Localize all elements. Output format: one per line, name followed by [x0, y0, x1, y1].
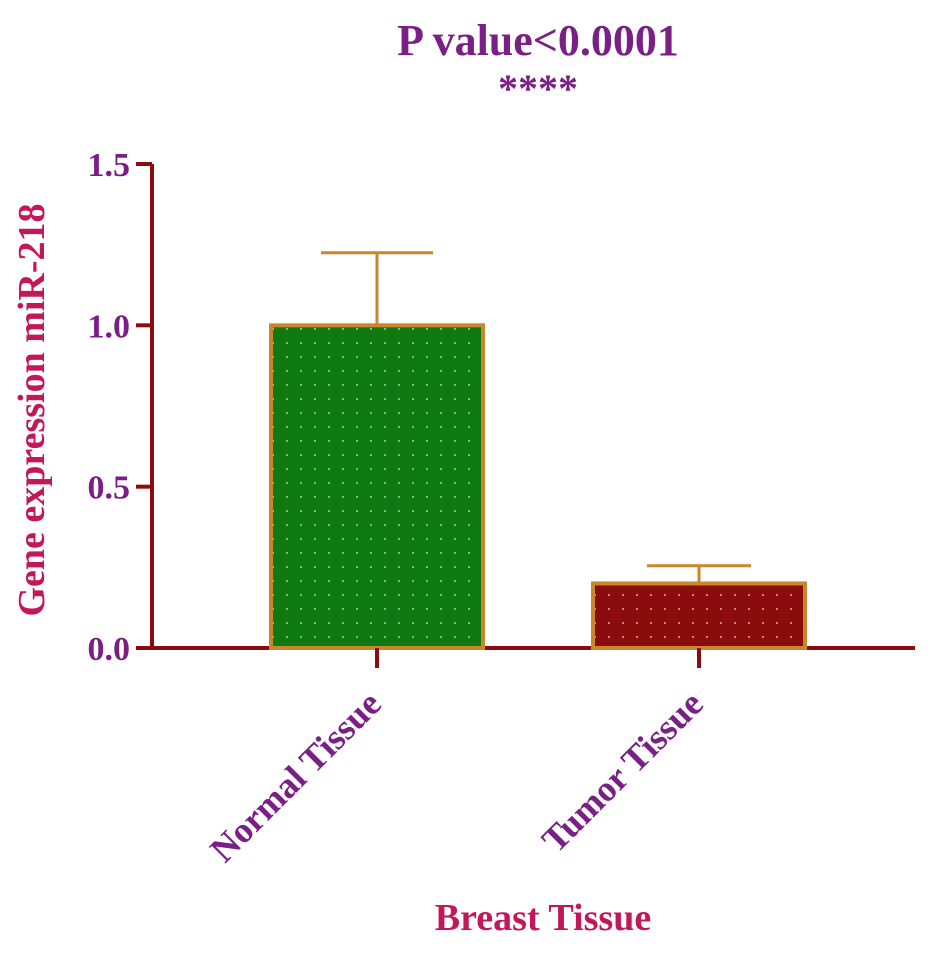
plot-area: 0.0 0.5 1.0 1.5 Normal Tissue Tumor Tissue — [88, 147, 915, 870]
significance-marker: **** — [498, 66, 578, 111]
x-tick-label: Normal Tissue — [202, 683, 388, 869]
y-tick-label: 1.5 — [88, 147, 131, 184]
bar — [269, 323, 485, 650]
chart-title: P value<0.0001 — [397, 16, 679, 65]
x-axis-label: Breast Tissue — [435, 897, 651, 939]
bar — [591, 581, 807, 651]
y-tick-label: 1.0 — [88, 308, 131, 345]
y-axis-label: Gene expression miR-218 — [11, 203, 53, 616]
y-tick-label: 0.0 — [88, 631, 131, 668]
x-tick-label: Tumor Tissue — [534, 683, 711, 860]
y-tick-label: 0.5 — [88, 470, 131, 507]
